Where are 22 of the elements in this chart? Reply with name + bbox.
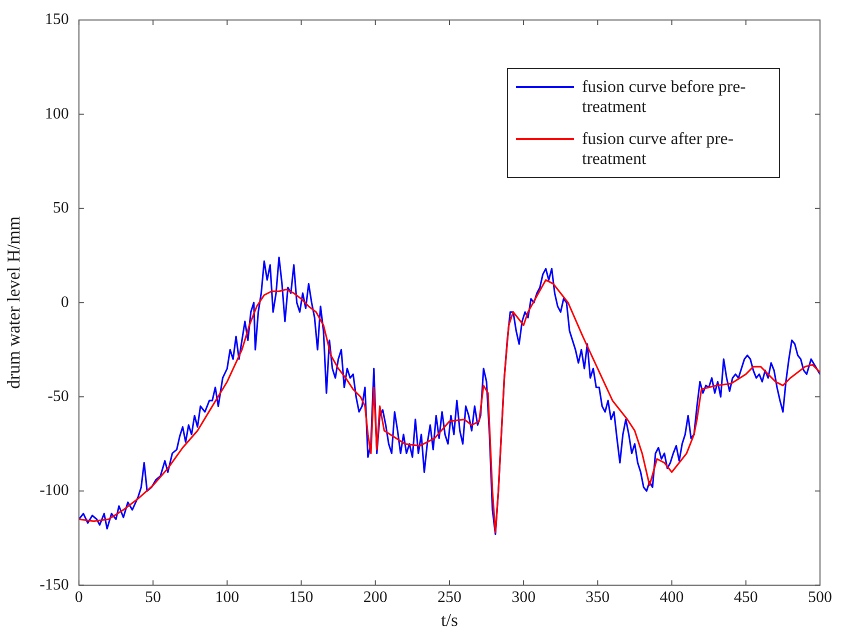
y-tick-label: 0 (60, 294, 69, 311)
y-tick-label: 100 (44, 105, 69, 122)
x-tick-label: 450 (734, 589, 758, 606)
y-tick-label: -100 (40, 482, 69, 500)
y-tick-label: -50 (48, 388, 69, 406)
x-tick-label: 100 (215, 589, 240, 606)
y-tick-label: 150 (44, 11, 69, 28)
x-tick-label: 0 (74, 589, 83, 606)
x-tick-label: 250 (437, 589, 462, 606)
legend-label: fusion curve after pre-treatment (582, 129, 735, 169)
x-tick-label: 350 (586, 589, 610, 606)
x-tick-label: 200 (363, 589, 388, 606)
y-axis-title: drum water level H/mm (4, 216, 24, 389)
legend-label: fusion curve before pre-treatment (582, 77, 747, 117)
x-tick-label: 50 (145, 589, 162, 606)
x-tick-label: 300 (512, 589, 536, 606)
x-tick-label: 500 (808, 589, 832, 606)
x-tick-label: 150 (289, 589, 314, 606)
y-tick-label: -150 (40, 576, 69, 594)
x-tick-label: 400 (660, 589, 684, 606)
x-axis-title: t/s (440, 610, 458, 630)
y-tick-label: 50 (52, 200, 69, 217)
